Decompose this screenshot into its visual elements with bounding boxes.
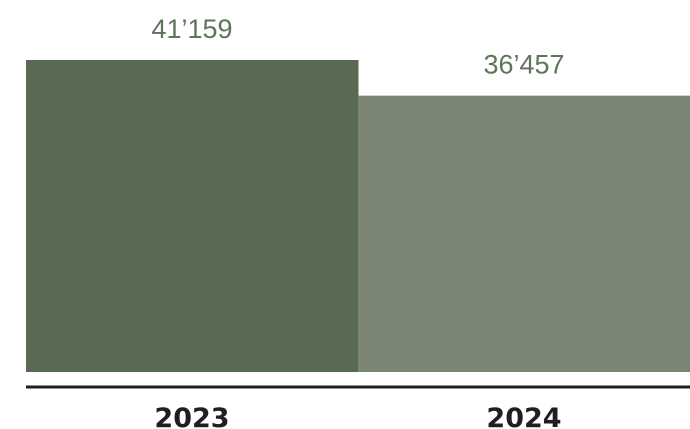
bar-2023: [26, 60, 359, 372]
category-labels-layer: 2023 2024: [154, 403, 561, 429]
category-label-2023: 2023: [154, 403, 229, 429]
category-label-2024: 2024: [486, 403, 561, 429]
bar-2024: [358, 95, 690, 372]
value-label-2023: 41’159: [151, 14, 232, 44]
bars-layer: [26, 60, 690, 372]
value-label-2024: 36’457: [483, 50, 564, 80]
value-labels-layer: 41’159 36’457: [151, 14, 564, 80]
